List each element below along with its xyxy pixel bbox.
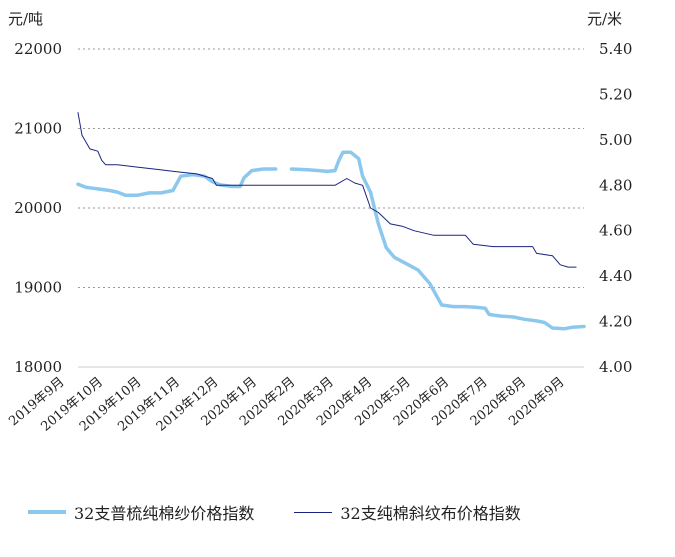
right-tick-label: 5.20 (599, 85, 632, 103)
left-tick-label: 20000 (14, 199, 62, 217)
left-tick-label: 22000 (14, 40, 62, 58)
left-tick-label: 21000 (14, 120, 62, 138)
right-tick-label: 4.40 (599, 267, 632, 285)
x-axis: 2019年9月2019年10月2019年10月2019年11月2019年12月2… (6, 366, 584, 435)
left-axis-unit: 元/吨 (8, 10, 43, 28)
right-axis: 4.00 4.20 4.40 4.60 4.80 5.00 5.20 5.40 (599, 40, 632, 376)
right-tick-label: 5.00 (599, 131, 632, 149)
series-lines (76, 113, 586, 331)
grid-lines (78, 48, 584, 288)
left-tick-label: 18000 (14, 358, 62, 376)
right-tick-label: 4.20 (599, 313, 632, 331)
series-line-yarn (76, 150, 586, 331)
right-tick-label: 4.00 (599, 358, 632, 376)
right-tick-label: 5.40 (599, 40, 632, 58)
right-tick-label: 4.60 (599, 222, 632, 240)
legend-item-fabric: 32支纯棉斜纹布价格指数 (294, 500, 521, 524)
legend-label-yarn: 32支普梳纯棉纱价格指数 (74, 504, 255, 523)
legend-swatch-fabric (294, 511, 333, 513)
legend-item-yarn: 32支普梳纯棉纱价格指数 (28, 500, 254, 524)
right-axis-unit: 元/米 (587, 10, 622, 28)
series-line-fabric (78, 113, 583, 268)
right-tick-label: 4.80 (599, 176, 632, 194)
legend: 32支普梳纯棉纱价格指数 32支纯棉斜纹布价格指数 (28, 500, 561, 524)
legend-label-fabric: 32支纯棉斜纹布价格指数 (340, 504, 521, 523)
left-axis: 18000 19000 20000 21000 22000 (14, 40, 62, 376)
legend-swatch-yarn (28, 510, 66, 514)
left-tick-label: 19000 (14, 279, 62, 297)
